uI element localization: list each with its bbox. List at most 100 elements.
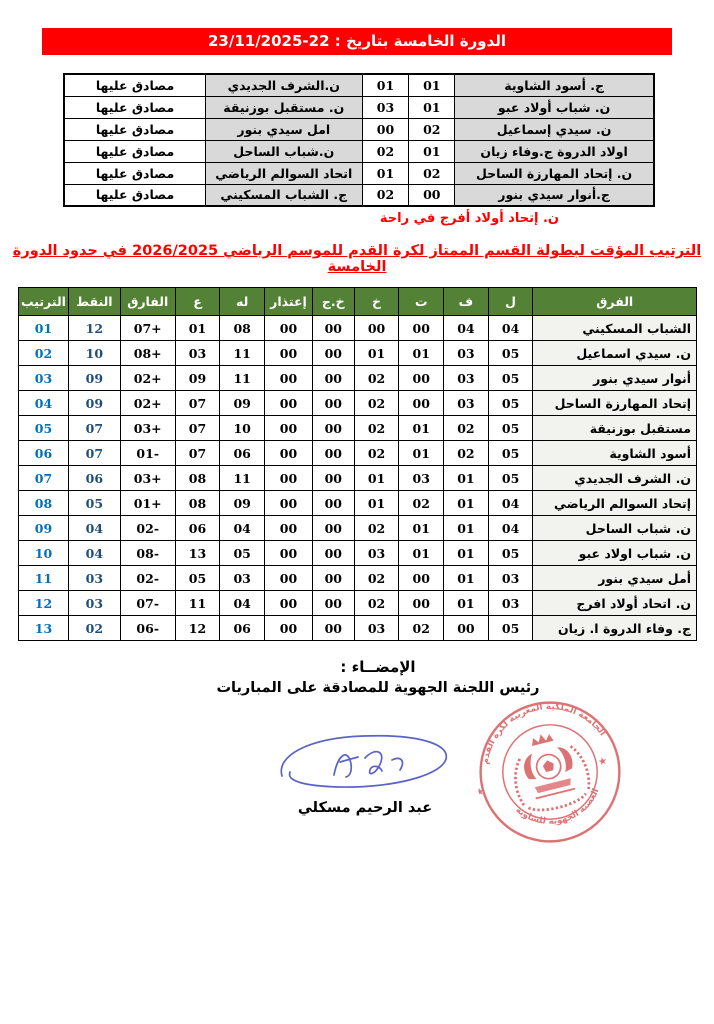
goals-for-cell: 11	[219, 365, 266, 391]
standings-header-cell: النقط	[67, 287, 121, 316]
standings-row: إتحاد السوالم الرياضي 04 01 02 01 00 00 09 08 +01…	[18, 490, 697, 516]
excuse-cell: 00	[264, 365, 313, 391]
goals-for-cell: 09	[219, 490, 266, 516]
standings-header-cell: ل	[487, 287, 534, 316]
goal-diff-cell: +01	[119, 490, 176, 516]
standings-row: ج. وفاء الدروة ا. زيان 05 00 02 03 00 00 06 12 -0…	[18, 615, 697, 641]
home-team-cell: اولاد الدروة ج.وفاء زيان	[454, 139, 655, 163]
match-row: ن. إتحاد المهارزة الساحل 02 01 اتحاد السوال…	[63, 161, 655, 185]
away-team-cell: ن.الشرف الجديدي	[205, 73, 363, 97]
signature-block: الإمضــاء : رئيس اللجنة الجهوية للمصادقة…	[28, 658, 714, 696]
played-cell: 05	[487, 365, 534, 391]
points-cell: 09	[67, 365, 121, 391]
goals-against-cell: 11	[174, 590, 221, 616]
rest-note: ن. إتحاد أولاد أفرج في راحة	[379, 211, 559, 226]
home-score-cell: 01	[408, 95, 456, 119]
points-cell: 03	[67, 565, 121, 591]
standings-row: الشباب المسكيني 04 04 00 00 00 00 08 01 +07 12 01	[18, 315, 697, 341]
standings-header-cell: الفارق	[119, 287, 176, 316]
results-table-body: ج. أسود الشاوية 01 01 ن.الشرف الجديدي مصادق …	[63, 73, 655, 207]
standings-header-cell: له	[219, 287, 266, 316]
stamp-star-right: ★	[597, 756, 608, 769]
team-name-cell: إتحاد السوالم الرياضي	[532, 490, 697, 516]
match-status-cell: مصادق عليها	[63, 95, 207, 119]
goal-diff-cell: -01	[119, 440, 176, 466]
rank-cell: 04	[18, 390, 69, 416]
played-cell: 05	[487, 540, 534, 566]
won-cell: 00	[443, 615, 489, 641]
drawn-cell: 02	[398, 490, 445, 516]
standings-header-cell: خ	[353, 287, 400, 316]
played-cell: 05	[487, 340, 534, 366]
away-score-cell: 01	[361, 73, 410, 97]
team-name-cell: ج. وفاء الدروة ا. زيان	[532, 615, 697, 641]
lost-forfeit-cell: 00	[311, 490, 355, 516]
excuse-cell: 00	[264, 540, 313, 566]
match-row: ج. أسود الشاوية 01 01 ن.الشرف الجديدي مصادق …	[63, 73, 655, 97]
rank-cell: 02	[18, 340, 69, 366]
team-name-cell: ن. شباب الساحل	[532, 515, 697, 541]
drawn-cell: 00	[398, 565, 445, 591]
lost-forfeit-cell: 00	[311, 365, 355, 391]
goal-diff-cell: -02	[119, 565, 176, 591]
standings-row: مستقبل بوزنيقة 05 02 01 02 00 00 10 07 +03 07 05	[18, 415, 697, 441]
drawn-cell: 00	[398, 315, 445, 341]
rank-cell: 09	[18, 515, 69, 541]
goals-for-cell: 10	[219, 415, 266, 441]
federation-stamp-icon: الجامعة الملكية المغربية لكرة القدم العص…	[470, 688, 621, 843]
standings-header-row: الفرق ل ف ت خ خ.ج إعتذار له ع الفارق النقط الترتيب	[18, 287, 697, 316]
match-row: ن. سيدي إسماعيل 02 00 امل سيدي بنور مصادق عل…	[63, 117, 655, 141]
team-name-cell: أنوار سيدي بنور	[532, 365, 697, 391]
goals-for-cell: 04	[219, 590, 266, 616]
rank-cell: 01	[18, 315, 69, 341]
lost-cell: 03	[353, 540, 400, 566]
excuse-cell: 00	[264, 415, 313, 441]
goals-for-cell: 11	[219, 340, 266, 366]
won-cell: 01	[443, 490, 489, 516]
lost-cell: 02	[353, 565, 400, 591]
team-name-cell: ن. اتحاد أولاد افرج	[532, 590, 697, 616]
away-score-cell: 02	[361, 183, 410, 207]
standings-header-cell: ع	[174, 287, 221, 316]
goal-diff-cell: +07	[119, 315, 176, 341]
goals-for-cell: 11	[219, 465, 266, 491]
stamp-star-left: ★	[474, 786, 485, 799]
rank-cell: 07	[18, 465, 69, 491]
goals-against-cell: 01	[174, 315, 221, 341]
drawn-cell: 00	[398, 390, 445, 416]
home-score-cell: 01	[408, 139, 456, 163]
lost-forfeit-cell: 00	[311, 315, 355, 341]
played-cell: 03	[487, 565, 534, 591]
home-team-cell: ن. سيدي إسماعيل	[454, 117, 655, 141]
standings-row: ن. الشرف الجديدي 05 01 03 01 00 00 11 08 +03 06 07	[18, 465, 697, 491]
points-cell: 10	[67, 340, 121, 366]
round-banner: الدورة الخامسة بتاريخ : 22-23/11/2025	[42, 28, 672, 55]
goal-diff-cell: +02	[119, 365, 176, 391]
won-cell: 03	[443, 365, 489, 391]
lost-cell: 01	[353, 340, 400, 366]
drawn-cell: 01	[398, 515, 445, 541]
goals-for-cell: 04	[219, 515, 266, 541]
won-cell: 01	[443, 590, 489, 616]
standings-row: ن. شباب اولاد عبو 05 01 01 03 00 00 05 13 -08 04 10	[18, 540, 697, 566]
goals-against-cell: 07	[174, 440, 221, 466]
won-cell: 02	[443, 440, 489, 466]
rank-cell: 03	[18, 365, 69, 391]
standings-header-cell: الترتيب	[18, 287, 69, 316]
lost-cell: 01	[353, 465, 400, 491]
drawn-cell: 00	[398, 365, 445, 391]
played-cell: 05	[487, 390, 534, 416]
won-cell: 03	[443, 390, 489, 416]
goals-for-cell: 06	[219, 615, 266, 641]
lost-forfeit-cell: 00	[311, 515, 355, 541]
goal-diff-cell: -06	[119, 615, 176, 641]
excuse-cell: 00	[264, 440, 313, 466]
excuse-cell: 00	[264, 315, 313, 341]
goals-against-cell: 08	[174, 465, 221, 491]
goal-diff-cell: +03	[119, 415, 176, 441]
away-team-cell: امل سيدي بنور	[205, 117, 363, 141]
points-cell: 03	[67, 590, 121, 616]
goal-diff-cell: +02	[119, 390, 176, 416]
team-name-cell: ن. شباب اولاد عبو	[532, 540, 697, 566]
rank-cell: 08	[18, 490, 69, 516]
